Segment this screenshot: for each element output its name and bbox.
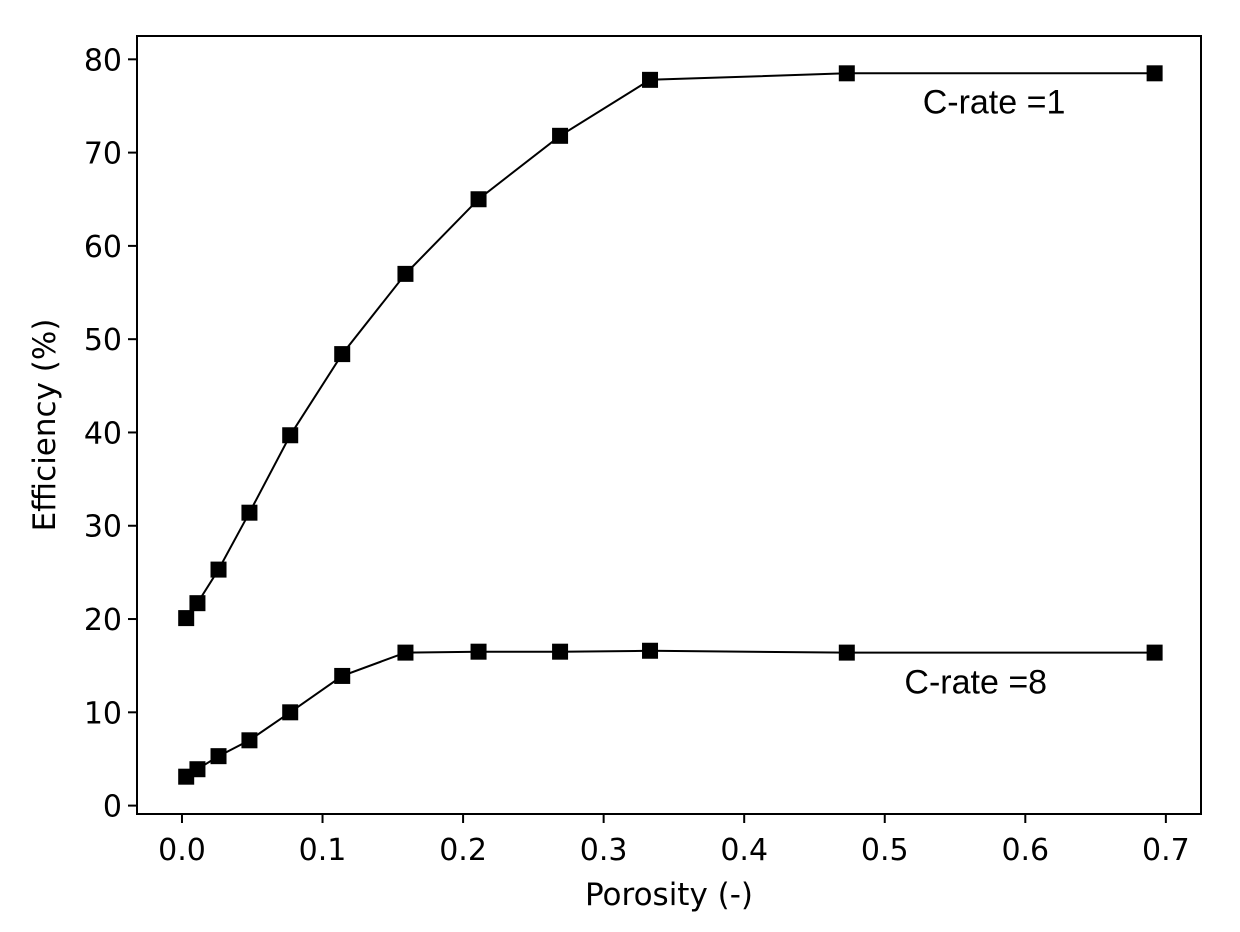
y-tick-label: 40 [84,416,122,451]
series-2-point [189,761,206,778]
y-tick-label: 70 [84,137,122,172]
annotation-label: C-rate =8 [904,664,1047,702]
y-axis-label: Efficiency (%) [27,319,63,532]
annotation-label: C-rate =1 [923,83,1066,121]
y-tick-label: 30 [84,510,122,545]
ticks-layer: 0.0 0.1 0.2 0.3 0.4 0.5 0.6 0.7 0 10 20 30 40 50 60 70 8… [84,43,1190,868]
series-1-point [189,595,206,612]
series-1-point [552,127,569,144]
y-tick-label: 60 [84,230,122,265]
series-2-point [838,644,855,661]
x-tick-label: 0.2 [439,833,487,868]
x-tick-label: 0.1 [299,833,347,868]
x-tick-label: 0.0 [158,833,206,868]
series-layer [178,65,1163,785]
series-1-point [334,346,351,363]
series-1-point [241,504,258,521]
plot-area-frame [136,35,1202,815]
series-2-point [282,704,299,721]
series-2-point [210,748,227,765]
series-1-point [838,65,855,82]
y-tick-label: 0 [103,790,122,825]
x-tick-label: 0.3 [580,833,628,868]
series-1-point [1146,65,1163,82]
series-2-point [470,643,487,660]
x-tick-label: 0.5 [861,833,909,868]
series-2-point [1146,644,1163,661]
x-tick-label: 0.6 [1001,833,1049,868]
x-tick-label: 0.7 [1142,833,1190,868]
series-1-point [397,265,414,282]
y-tick-label: 50 [84,323,122,358]
series-2-point [334,667,351,684]
series-2-point [397,644,414,661]
x-tick-label: 0.4 [720,833,768,868]
y-tick-label: 20 [84,603,122,638]
annotations-layer: C-rate =1 C-rate =8 [904,83,1065,701]
series-1-point [210,561,227,578]
y-tick-label: 80 [84,43,122,78]
series-2-point [642,642,659,659]
series-1-line [185,72,1155,619]
y-tick-label: 10 [84,696,122,731]
series-1-point [282,427,299,444]
series-1-point [470,191,487,208]
series-2-point [241,732,258,749]
series-1-point [642,71,659,88]
series-1-point [178,610,195,627]
series-2-point [552,643,569,660]
x-axis-label: Porosity (-) [585,877,753,913]
